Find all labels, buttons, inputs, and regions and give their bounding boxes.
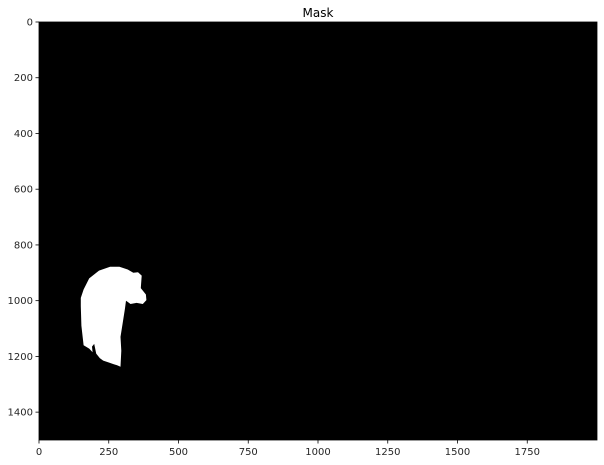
x-tick-label: 1250 xyxy=(375,447,400,458)
y-tick-label: 400 xyxy=(14,129,33,140)
x-tick-label: 750 xyxy=(239,447,258,458)
x-tick-label: 1500 xyxy=(445,447,470,458)
mask-layer xyxy=(80,266,147,367)
x-axis: 0 250 500 750 1000 1250 1500 1750 xyxy=(36,440,540,458)
x-tick-label: 1000 xyxy=(305,447,330,458)
x-tick-label: 0 xyxy=(36,447,42,458)
y-tick-label: 600 xyxy=(14,185,33,196)
x-tick-label: 250 xyxy=(99,447,118,458)
y-tick-label: 800 xyxy=(14,240,33,251)
chart-title: Mask xyxy=(303,6,334,20)
y-axis: 0 200 400 600 800 1000 1200 1400 xyxy=(8,18,39,419)
mask-blob xyxy=(80,266,147,367)
y-tick-label: 0 xyxy=(27,18,33,29)
plot-area xyxy=(39,22,597,440)
x-tick-label: 1750 xyxy=(515,447,540,458)
y-tick-label: 1200 xyxy=(8,352,33,363)
y-tick-label: 1400 xyxy=(8,408,33,419)
y-tick-label: 1000 xyxy=(8,296,33,307)
y-tick-label: 200 xyxy=(14,73,33,84)
x-tick-label: 500 xyxy=(169,447,188,458)
